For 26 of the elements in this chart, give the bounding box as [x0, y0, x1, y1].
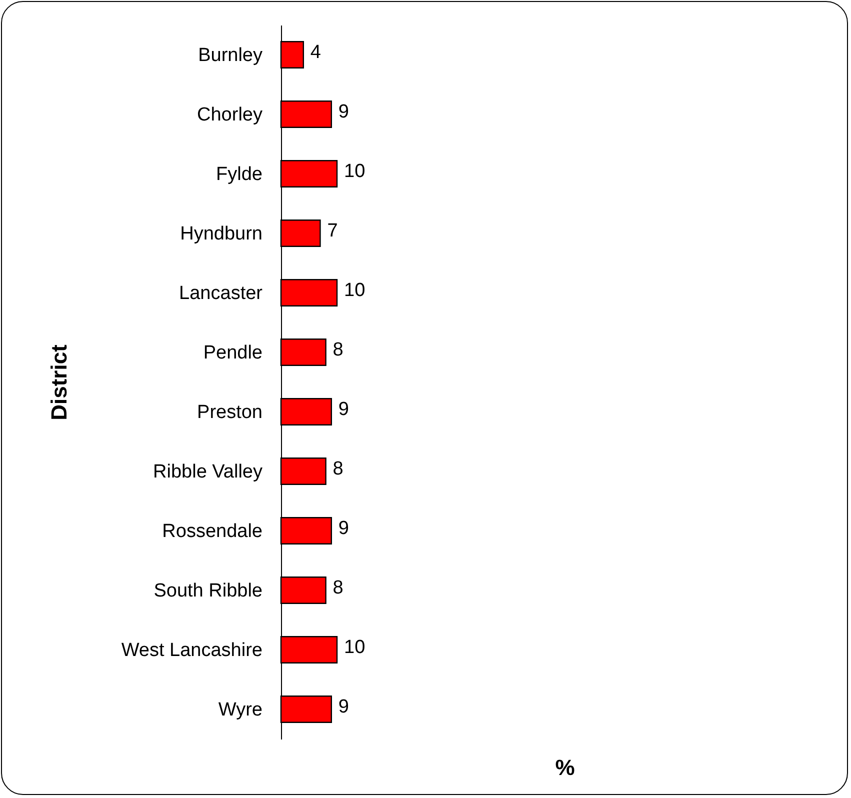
y-tick-label: Lancaster: [179, 282, 264, 304]
data-label: 8: [332, 458, 344, 480]
data-label: 9: [338, 398, 349, 420]
y-tick-label: West Lancashire: [121, 640, 262, 661]
data-label: 4: [310, 42, 322, 63]
y-tick-label: Ribble Valley: [153, 461, 263, 482]
data-label: 9: [338, 696, 349, 718]
data-label: 10: [344, 280, 366, 301]
y-tick-label: Fylde: [216, 164, 262, 185]
data-label: 7: [327, 220, 338, 242]
y-tick-label: Hyndburn: [180, 223, 262, 244]
y-tick-label: Pendle: [203, 342, 262, 364]
data-label: 8: [332, 577, 344, 598]
y-tick-label: Preston: [197, 402, 262, 423]
data-label: 9: [338, 518, 349, 539]
y-axis-title: District: [46, 344, 72, 420]
y-tick-label: Rossendale: [162, 520, 262, 542]
data-label: 10: [344, 636, 366, 658]
data-label: 9: [338, 101, 349, 122]
data-label: 8: [332, 339, 344, 360]
y-tick-label: Wyre: [218, 699, 262, 720]
y-tick-label: Chorley: [197, 104, 263, 126]
text: %: [554, 755, 576, 781]
data-label: 10: [344, 160, 366, 182]
y-tick-label: Burnley: [198, 44, 263, 66]
y-tick-label: South Ribble: [154, 580, 262, 602]
